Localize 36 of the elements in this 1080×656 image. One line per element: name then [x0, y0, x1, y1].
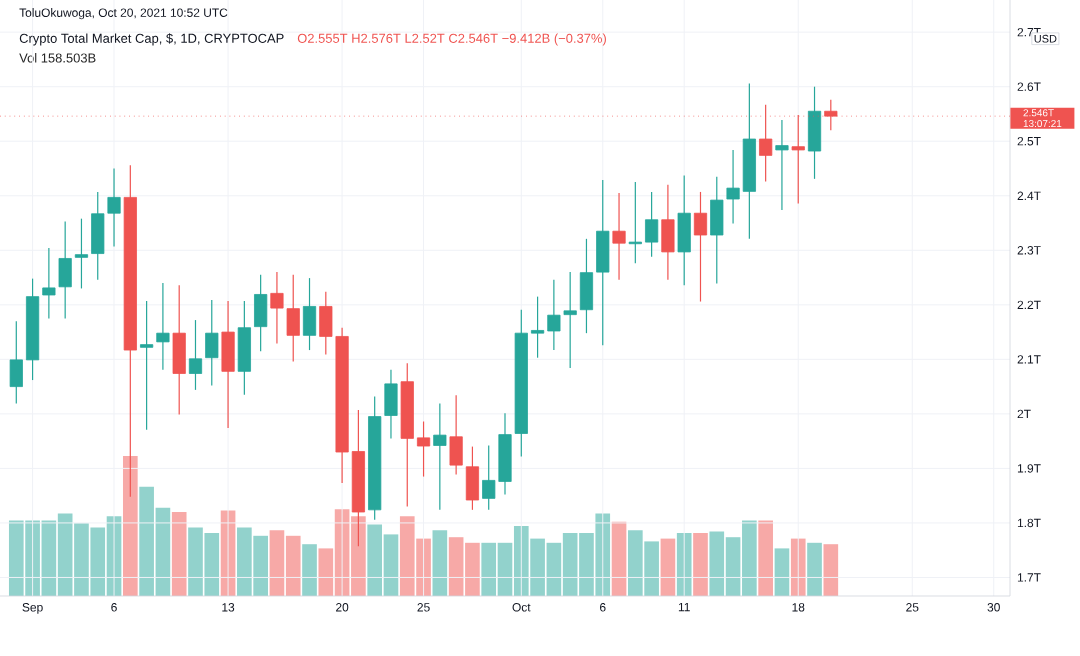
candlestick: [677, 174, 691, 286]
bar: [823, 544, 839, 596]
candlestick: [188, 319, 203, 391]
bar: [660, 538, 676, 596]
bar: [693, 533, 708, 596]
candlestick: [205, 299, 219, 387]
candlestick: [433, 402, 447, 511]
bar: [758, 520, 773, 596]
candlestick: [58, 220, 72, 320]
candlestick: [42, 247, 56, 320]
candlestick: [140, 300, 154, 431]
candlestick: [807, 86, 822, 180]
bar: [302, 544, 317, 596]
bar: [807, 542, 822, 596]
candlestick: [74, 218, 89, 290]
bar: [122, 456, 138, 596]
bar: [611, 521, 627, 596]
bar: [171, 512, 187, 596]
bar: [790, 538, 806, 596]
candlestick: [172, 284, 186, 416]
bar: [676, 533, 692, 596]
candlestick: [237, 300, 251, 396]
candlestick: [465, 445, 480, 511]
candlestick: [449, 394, 463, 475]
candlestick: [254, 274, 268, 352]
candlestick: [563, 271, 577, 369]
candlestick: [775, 119, 789, 211]
candlestick: [302, 277, 317, 351]
candlestick: [221, 300, 235, 429]
candlestick: [661, 184, 675, 281]
bar: [432, 530, 448, 596]
candlestick: [693, 191, 708, 303]
bar: [774, 548, 790, 596]
candlestick: [384, 369, 398, 440]
candlestick: [156, 282, 170, 371]
candlestick: [612, 192, 626, 281]
